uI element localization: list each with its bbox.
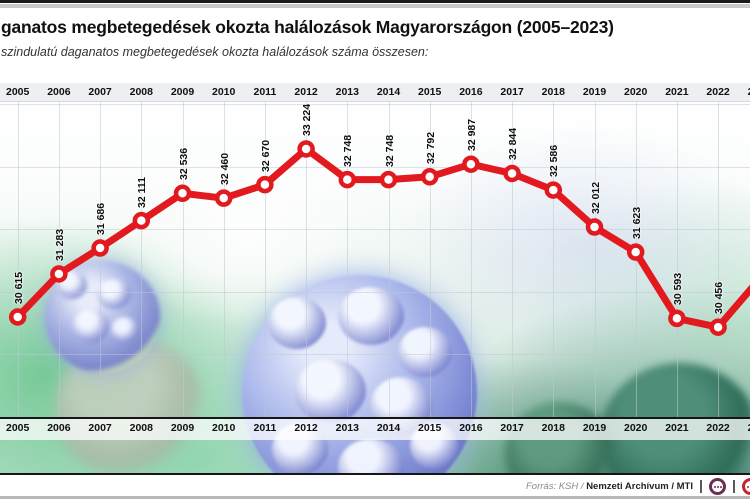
grid-hline xyxy=(0,291,750,293)
value-label-2020: 31 623 xyxy=(630,206,643,240)
year-tick-2012: 2012 xyxy=(294,86,318,98)
grid-hline xyxy=(0,354,750,355)
year-tick-2023: 2023 xyxy=(737,419,750,438)
year-tick-2011: 2011 xyxy=(253,422,277,434)
year-tick-2018: 2018 xyxy=(541,422,565,434)
year-tick-2023: 2023 xyxy=(737,83,750,101)
value-label-2006: 31 283 xyxy=(53,228,66,261)
year-tick-2005: 2005 xyxy=(6,422,30,434)
grid-vline xyxy=(223,101,225,417)
cancer-cells-background-image xyxy=(0,83,750,473)
value-label-2011: 32 670 xyxy=(259,139,272,172)
value-label-2012: 33 224 xyxy=(301,103,314,136)
grid-vline xyxy=(141,101,143,417)
grid-vline xyxy=(100,101,102,417)
mti-agency-badge-icon xyxy=(709,478,726,495)
grid-vline xyxy=(718,101,720,417)
year-tick-2005: 2005 xyxy=(6,86,30,98)
year-tick-2019: 2019 xyxy=(582,86,607,98)
year-tick-2020: 2020 xyxy=(624,86,648,98)
year-tick-2014: 2014 xyxy=(376,422,401,434)
value-label-2005: 30 615 xyxy=(12,271,25,304)
year-tick-2013: 2013 xyxy=(335,86,359,98)
year-tick-2021: 2021 xyxy=(665,86,689,98)
value-label-2017: 32 844 xyxy=(507,128,520,161)
value-label-2013: 32 748 xyxy=(342,134,355,167)
top-border-shadow xyxy=(0,4,750,8)
value-label-2019: 32 012 xyxy=(589,181,602,215)
value-label-2018: 32 586 xyxy=(548,144,561,178)
year-tick-2012: 2012 xyxy=(294,422,318,434)
year-tick-2007: 2007 xyxy=(88,86,112,98)
grid-hline xyxy=(0,104,750,105)
value-label-2014: 32 748 xyxy=(383,134,396,167)
source-prefix: Forrás: KSH / xyxy=(526,481,584,492)
year-tick-2006: 2006 xyxy=(47,422,71,434)
value-label-2010: 32 460 xyxy=(218,153,231,186)
year-tick-2019: 2019 xyxy=(582,422,607,434)
value-label-2009: 32 536 xyxy=(177,148,190,181)
year-tick-2022: 2022 xyxy=(706,86,730,98)
separator-bar xyxy=(700,480,702,493)
value-label-2021: 30 593 xyxy=(671,273,684,306)
source-names: Nemzeti Archívum / MTI xyxy=(586,481,693,492)
year-tick-2016: 2016 xyxy=(459,86,483,98)
year-tick-2010: 2010 xyxy=(212,86,236,98)
cell-blob-blue-large xyxy=(242,275,477,473)
year-tick-2022: 2022 xyxy=(706,422,730,434)
year-tick-2007: 2007 xyxy=(88,422,112,434)
year-axis-bottom: 2005 2006 2007 2008 2009 2010 2011 2012 2013 2014… xyxy=(0,417,750,440)
value-label-2008: 32 111 xyxy=(136,176,149,208)
page-title: ganatos megbetegedések okozta halálozáso… xyxy=(1,17,614,37)
year-axis-top: 2005 2006 2007 2008 2009 2010 2011 2012 2013 2014… xyxy=(0,83,750,102)
year-tick-2010: 2010 xyxy=(212,422,236,434)
footer: Forrás: KSH / Nemzeti Archívum / MTI xyxy=(0,475,750,496)
mti-red-badge-icon xyxy=(742,478,750,495)
grid-vline xyxy=(594,101,596,417)
year-tick-2008: 2008 xyxy=(129,86,153,98)
value-label-2007: 31 686 xyxy=(95,202,108,236)
year-tick-2009: 2009 xyxy=(170,86,195,98)
footer-divider-line xyxy=(0,473,750,475)
separator-bar xyxy=(733,480,735,493)
year-tick-2013: 2013 xyxy=(335,422,359,434)
year-tick-2011: 2011 xyxy=(253,86,277,98)
year-tick-2017: 2017 xyxy=(500,422,524,434)
cell-blob-purple-small xyxy=(45,261,160,373)
grid-vline xyxy=(635,101,637,417)
grid-vline xyxy=(676,101,678,417)
year-tick-2015: 2015 xyxy=(418,422,442,434)
year-tick-2006: 2006 xyxy=(47,86,71,98)
year-tick-2018: 2018 xyxy=(541,86,565,98)
year-tick-2015: 2015 xyxy=(418,86,442,98)
year-tick-2020: 2020 xyxy=(624,422,648,434)
year-tick-2017: 2017 xyxy=(500,86,524,98)
year-tick-2021: 2021 xyxy=(665,422,689,434)
year-tick-2008: 2008 xyxy=(129,422,153,434)
grid-vline xyxy=(306,101,308,417)
top-border-line xyxy=(0,0,750,3)
year-tick-2014: 2014 xyxy=(376,86,401,98)
grid-hline xyxy=(0,166,750,168)
source-credit: Forrás: KSH / Nemzeti Archívum / MTI xyxy=(526,481,693,492)
year-tick-2009: 2009 xyxy=(170,422,195,434)
value-label-2016: 32 987 xyxy=(465,119,478,152)
bottom-border-line xyxy=(0,496,750,499)
value-label-2022: 30 456 xyxy=(713,282,726,315)
year-tick-2016: 2016 xyxy=(459,422,483,434)
page-subtitle: szindulatú daganatos megbetegedések okoz… xyxy=(1,45,429,59)
grid-vline xyxy=(17,101,19,417)
value-label-2015: 32 792 xyxy=(424,131,437,164)
